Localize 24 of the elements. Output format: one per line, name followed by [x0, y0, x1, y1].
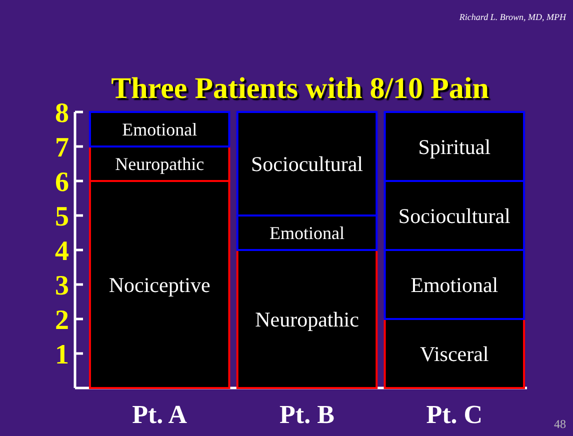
y-tick-label: 2 [55, 304, 69, 336]
x-tick-label: Pt. B [280, 400, 334, 429]
y-tick-label: 3 [55, 270, 69, 302]
y-tick-label: 8 [55, 98, 69, 129]
x-tick-label: Pt. A [132, 400, 188, 429]
chart-title: Three Patients with 8/10 Pain [111, 72, 490, 105]
y-tick-label: 5 [55, 201, 69, 232]
data-label: Sociocultural [398, 204, 511, 228]
text: 48 [554, 417, 566, 431]
y-tick-label: 6 [55, 166, 69, 198]
y-tick-label: 1 [55, 339, 69, 370]
data-label: Emotional [122, 120, 198, 140]
x-tick-label: Pt. C [426, 400, 483, 429]
text: Richard L. Brown, MD, MPH [458, 12, 566, 22]
data-label: Emotional [410, 272, 498, 297]
data-label: Sociocultural [251, 152, 364, 176]
data-label: Neuropathic [255, 307, 359, 332]
y-tick-label: 4 [55, 236, 69, 267]
data-label: Emotional [270, 223, 344, 244]
y-tick-label: 7 [55, 132, 69, 164]
data-label: Nociceptive [108, 272, 210, 297]
data-label: Visceral [420, 342, 489, 366]
data-label: Neuropathic [115, 154, 204, 174]
data-label: Spiritual [418, 134, 491, 159]
